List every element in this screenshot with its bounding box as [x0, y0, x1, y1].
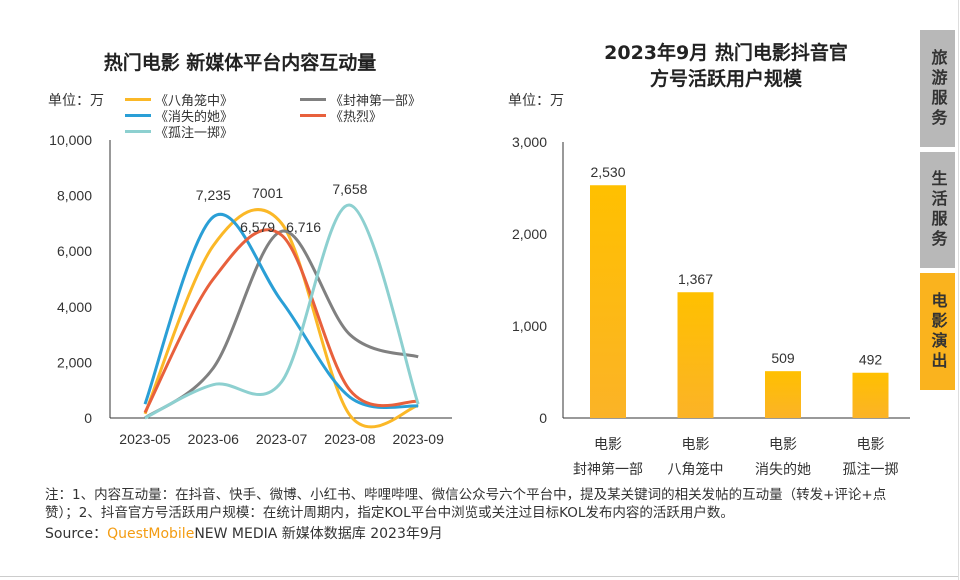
y-tick-label: 0 [84, 410, 92, 426]
x-tick-label: 消失的她 [755, 461, 811, 477]
footnote: 注：1、内容互动量：在抖音、快手、微博、小红书、哔哩哔哩、微信公众号六个平台中，… [45, 487, 887, 521]
series-line-3 [143, 228, 419, 414]
x-tick-label: 八角笼中 [668, 461, 724, 477]
legend-label: 《封神第一部》 [330, 94, 422, 109]
bar-value-label: 492 [859, 352, 883, 368]
x-tick-label: 2023-07 [256, 431, 308, 447]
legend-label: 《孤注一掷》 [155, 126, 234, 141]
data-label: 7001 [252, 185, 283, 201]
y-tick-label: 4,000 [57, 299, 92, 315]
brand-logo-text: QuestMobile [107, 526, 195, 542]
legend-item: 《热烈》 [300, 106, 382, 125]
legend-item: 《消失的她》 [125, 106, 233, 125]
legend-swatch [300, 114, 326, 117]
data-label: 7,235 [196, 187, 231, 203]
source-line: Source：QuestMobileNEW MEDIA 新媒体数据库 2023年… [45, 523, 915, 543]
x-tick-label: 2023-06 [188, 431, 240, 447]
series-line-1 [144, 229, 419, 420]
y-tick-label: 0 [539, 410, 547, 426]
line-chart: 0 2,000 4,000 6,000 8,000 10,000 2023-05 2023-0… [49, 132, 452, 447]
x-tick-label: 2023-08 [324, 431, 376, 447]
source-prefix: Source： [45, 526, 108, 542]
footer: 注：1、内容互动量：在抖音、快手、微博、小红书、哔哩哔哩、微信公众号六个平台中，… [45, 486, 915, 543]
data-label: 6,579 [240, 219, 275, 235]
x-tick-label: 2023-09 [393, 431, 445, 447]
divider [958, 0, 959, 580]
x-tick-label: 电影 [594, 436, 622, 452]
y-tick-label: 6,000 [57, 243, 92, 259]
bar-chart-title: 2023年9月 热门电影抖音官方号活跃用户规模 [604, 42, 848, 90]
legend-swatch [125, 98, 151, 101]
bar [852, 372, 889, 418]
bar [765, 371, 801, 418]
legend-item: 《八角笼中》 [125, 90, 233, 109]
bar-value-label: 1,367 [678, 271, 713, 287]
legend-swatch [125, 130, 151, 133]
legend-swatch [300, 98, 326, 101]
y-tick-label: 2,000 [512, 226, 547, 242]
y-tick-label: 1,000 [512, 318, 547, 334]
y-tick-label: 10,000 [49, 132, 92, 148]
y-tick-label: 8,000 [57, 188, 92, 204]
legend-swatch [125, 114, 151, 117]
tab-life-services[interactable]: 生活服务 [920, 152, 955, 268]
bar-value-label: 509 [771, 350, 795, 366]
data-label: 7,658 [332, 181, 367, 197]
bottom-divider [0, 576, 958, 577]
legend-label: 《八角笼中》 [155, 94, 234, 109]
series-line-2 [143, 212, 419, 410]
line-chart-unit: 单位：万 [48, 93, 104, 109]
legend-label: 《消失的她》 [155, 110, 234, 125]
line-chart-title: 热门电影 新媒体平台内容互动量 [103, 52, 377, 74]
legend-item: 《封神第一部》 [300, 90, 421, 109]
x-tick-label: 电影 [682, 436, 710, 452]
x-tick-label: 电影 [857, 436, 885, 452]
x-tick-label: 孤注一掷 [843, 461, 899, 477]
series-line-0 [143, 208, 419, 429]
x-tick-label: 封神第一部 [573, 461, 643, 477]
bar-chart-unit: 单位：万 [508, 93, 564, 109]
y-tick-label: 2,000 [57, 354, 92, 370]
y-tick-label: 3,000 [512, 134, 547, 150]
x-tick-label: 2023-05 [119, 431, 171, 447]
tab-travel-services[interactable]: 旅游服务 [920, 30, 955, 147]
data-label: 6,716 [286, 219, 321, 235]
source-rest: NEW MEDIA 新媒体数据库 2023年9月 [194, 526, 443, 542]
x-tick-label: 电影 [769, 436, 797, 452]
bar-value-label: 2,530 [590, 164, 625, 180]
legend-label: 《热烈》 [330, 110, 383, 125]
legend-item: 《孤注一掷》 [125, 122, 233, 141]
bar [590, 185, 626, 418]
tab-movies-shows[interactable]: 电影演出 [920, 273, 955, 390]
series-line-4 [144, 203, 420, 420]
bar [677, 292, 714, 418]
